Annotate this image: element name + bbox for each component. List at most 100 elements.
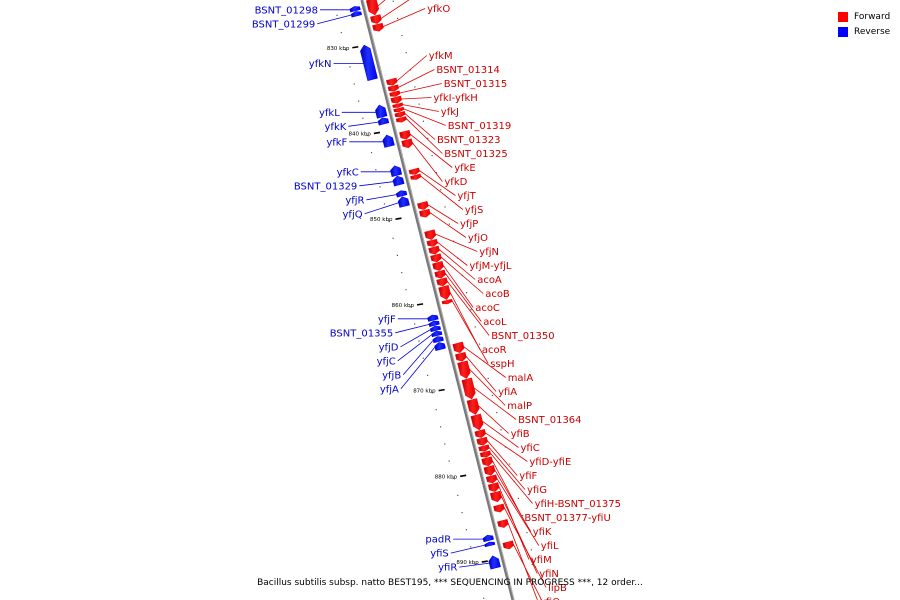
gene-label-BSNT_01314[interactable]: BSNT_01314: [436, 65, 499, 76]
reverse-gene-yfiR[interactable]: [488, 555, 501, 570]
forward-gene-treR[interactable]: [370, 14, 382, 24]
gene-label-acoA[interactable]: acoA: [477, 275, 502, 286]
forward-gene-sspH[interactable]: [441, 298, 453, 305]
forward-gene-yfiA[interactable]: [455, 351, 467, 362]
forward-gene-malA[interactable]: [452, 341, 465, 354]
gene-label-yfiR[interactable]: yfiR: [438, 563, 457, 574]
forward-gene-BSNT_01319[interactable]: [393, 106, 405, 113]
forward-gene-yfiF[interactable]: [476, 436, 488, 446]
gene-label-lipB[interactable]: lipB: [548, 583, 567, 594]
forward-gene-BSNT_01350[interactable]: [436, 277, 448, 287]
gene-label-yfiM[interactable]: yfiM: [531, 555, 552, 566]
gene-label-malP[interactable]: malP: [507, 401, 532, 412]
reverse-gene-yfjF[interactable]: [427, 314, 439, 322]
gene-label-acoR[interactable]: acoR: [482, 345, 507, 356]
gene-label-yfjF[interactable]: yfjF: [378, 314, 396, 325]
gene-label-yfkE[interactable]: yfkE: [454, 163, 476, 174]
gene-label-BSNT_01323[interactable]: BSNT_01323: [437, 135, 500, 146]
reverse-gene-yfjB[interactable]: [432, 336, 444, 344]
gene-label-acoC[interactable]: acoC: [475, 303, 500, 314]
reverse-gene-BSNT_01329[interactable]: [392, 175, 405, 187]
reverse-gene-BSNT_01355[interactable]: [428, 320, 440, 327]
forward-gene-yfkI-yfkH[interactable]: [390, 95, 402, 104]
gene-label-yfjQ[interactable]: yfjQ: [343, 209, 363, 220]
gene-label-BSNT_01377-yfiU[interactable]: BSNT_01377-yfiU: [524, 513, 610, 524]
gene-label-yfiL[interactable]: yfiL: [541, 541, 559, 552]
forward-gene-acoR[interactable]: [438, 285, 451, 300]
forward-gene-yfiT[interactable]: [502, 540, 515, 550]
forward-gene-BSNT_01314[interactable]: [387, 84, 399, 92]
gene-label-BSNT_01350[interactable]: BSNT_01350: [491, 331, 554, 342]
gene-label-yfkF[interactable]: yfkF: [326, 137, 347, 148]
reverse-gene-BSNT_01299[interactable]: [350, 11, 362, 18]
reverse-gene-BSNT_01298[interactable]: [349, 6, 361, 13]
forward-gene-yfkD[interactable]: [401, 138, 413, 149]
forward-gene-yfiB[interactable]: [466, 398, 480, 415]
forward-gene-acoA[interactable]: [428, 245, 440, 255]
forward-gene-yfiD-yfiE[interactable]: [474, 429, 486, 438]
gene-label-yfiD-yfiE[interactable]: yfiD-yfiE: [529, 457, 571, 468]
gene-label-yfiH-BSNT_01375[interactable]: yfiH-BSNT_01375: [535, 499, 621, 510]
forward-gene-yfiC[interactable]: [470, 413, 484, 431]
gene-label-yfjB[interactable]: yfjB: [382, 370, 401, 381]
forward-gene-yfjN[interactable]: [424, 229, 437, 240]
gene-label-yfiQ[interactable]: yfiQ: [540, 597, 560, 600]
gene-label-yfkJ[interactable]: yfkJ: [441, 107, 459, 118]
gene-label-BSNT_01329[interactable]: BSNT_01329: [294, 181, 357, 192]
forward-gene-yfjO[interactable]: [419, 208, 431, 218]
forward-gene-BSNT_01323[interactable]: [394, 111, 406, 118]
reverse-gene-padR[interactable]: [482, 534, 494, 543]
gene-label-yfjP[interactable]: yfjP: [460, 219, 478, 230]
gene-label-yfkO[interactable]: yfkO: [427, 4, 450, 15]
gene-label-yfiN[interactable]: yfiN: [539, 569, 559, 580]
gene-label-yfiS[interactable]: yfiS: [430, 549, 449, 560]
gene-label-yfjM-yfjL[interactable]: yfjM-yfjL: [469, 261, 511, 272]
gene-label-yfjA[interactable]: yfjA: [380, 384, 399, 395]
reverse-gene-yfjQ[interactable]: [397, 196, 410, 208]
forward-gene-acoL[interactable]: [434, 269, 446, 279]
gene-label-yfjN[interactable]: yfjN: [479, 247, 499, 258]
forward-gene-yfkJ[interactable]: [392, 102, 404, 108]
forward-gene-malP[interactable]: [457, 360, 471, 379]
forward-gene-yfkM[interactable]: [386, 77, 398, 86]
gene-label-yfkC[interactable]: yfkC: [337, 167, 359, 178]
gene-label-yfjC[interactable]: yfjC: [377, 356, 396, 367]
reverse-gene-yfkF[interactable]: [382, 134, 395, 148]
reverse-gene-yfjA[interactable]: [434, 342, 446, 351]
gene-label-acoB[interactable]: acoB: [485, 289, 510, 300]
forward-gene-acoB[interactable]: [430, 253, 442, 263]
forward-gene-yfiK[interactable]: [483, 465, 496, 476]
gene-label-yfiC[interactable]: yfiC: [521, 443, 540, 454]
forward-gene-yfjM-yfjL[interactable]: [426, 238, 438, 247]
gene-label-yfkK[interactable]: yfkK: [325, 122, 347, 133]
forward-gene-BSNT_01377-yfiU[interactable]: [481, 456, 494, 467]
gene-label-acoL[interactable]: acoL: [483, 317, 507, 328]
forward-gene-yfiM[interactable]: [487, 482, 500, 492]
reverse-gene-yfjR[interactable]: [395, 190, 408, 198]
gene-label-sspH[interactable]: sspH: [490, 359, 514, 370]
gene-label-yfjD[interactable]: yfjD: [379, 342, 399, 353]
reverse-gene-yfkL[interactable]: [375, 104, 388, 119]
reverse-gene-yfkC[interactable]: [390, 165, 403, 177]
gene-label-yfiG[interactable]: yfiG: [527, 485, 547, 496]
forward-gene-yfkE[interactable]: [399, 129, 411, 140]
reverse-gene-yfiS[interactable]: [484, 541, 496, 548]
gene-label-BSNT_01319[interactable]: BSNT_01319: [448, 121, 511, 132]
gene-label-BSNT_01364[interactable]: BSNT_01364: [518, 415, 581, 426]
gene-label-yfjT[interactable]: yfjT: [457, 191, 476, 202]
gene-label-yfjR[interactable]: yfjR: [345, 195, 364, 206]
gene-label-BSNT_01315[interactable]: BSNT_01315: [444, 79, 507, 90]
gene-label-yfiA[interactable]: yfiA: [498, 387, 517, 398]
gene-label-BSNT_01355[interactable]: BSNT_01355: [330, 328, 393, 339]
forward-gene-lipB[interactable]: [493, 503, 505, 513]
forward-gene-BSNT_01364[interactable]: [461, 377, 476, 400]
gene-label-yfiB[interactable]: yfiB: [511, 429, 530, 440]
forward-gene-yfiH-BSNT_01375[interactable]: [479, 450, 492, 458]
gene-label-BSNT_01298[interactable]: BSNT_01298: [255, 5, 318, 16]
gene-label-yfkN[interactable]: yfkN: [309, 59, 332, 70]
forward-gene-yfiL[interactable]: [485, 474, 498, 484]
gene-label-malA[interactable]: malA: [508, 373, 534, 384]
forward-gene-yfiG[interactable]: [478, 444, 490, 452]
forward-gene-yfjS[interactable]: [410, 173, 422, 180]
forward-gene-yfiN[interactable]: [489, 490, 502, 503]
